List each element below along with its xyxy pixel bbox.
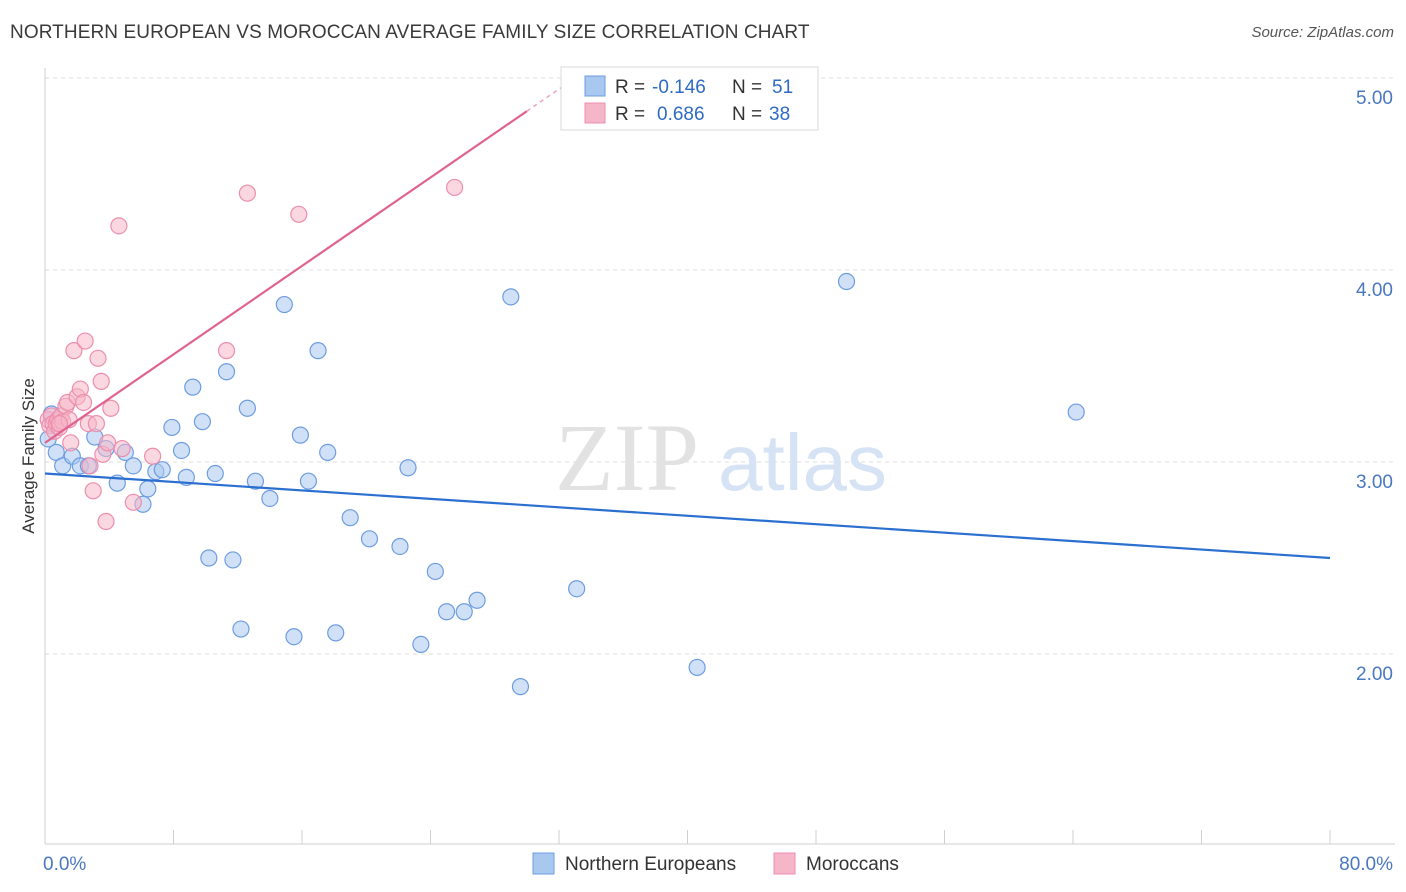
moroccan-point [102, 399, 120, 417]
northern-european-point [163, 418, 181, 437]
legend-swatch-blue [584, 75, 606, 97]
northern-european-point [412, 635, 430, 654]
northern-european-point [399, 459, 417, 477]
grid-layer [45, 77, 1395, 655]
moroccan-point [62, 434, 80, 452]
moroccan-point [217, 342, 236, 360]
northern-european-point [837, 272, 856, 291]
moroccan-point [445, 178, 464, 197]
moroccan-point [74, 393, 93, 412]
moroccan-point [113, 439, 131, 458]
northern-european-point [193, 413, 212, 431]
northern-european-trend-line [44, 472, 1331, 560]
y-tick-label: 3.00 [1356, 472, 1393, 493]
bottom-legend-swatch-blue [532, 852, 555, 875]
watermark-atlas: atlas [718, 418, 887, 507]
northern-european-point [217, 363, 236, 381]
northern-european-point [502, 288, 520, 306]
northern-european-point [688, 658, 706, 677]
moroccan-point [238, 184, 256, 202]
y-tick-label: 5.00 [1356, 88, 1393, 109]
moroccan-point [99, 434, 117, 452]
chart-source: Source: ZipAtlas.com [1251, 24, 1394, 41]
watermark: ZIP atlas [555, 404, 887, 511]
legend-swatch-pink [584, 102, 606, 124]
northern-european-point [319, 443, 337, 461]
watermark-zip: ZIP [555, 404, 699, 511]
northern-european-point [124, 457, 142, 475]
northern-european-point [299, 472, 318, 490]
axes-layer: 2.00 3.00 4.00 5.00 0.0% 80.0% [43, 68, 1395, 875]
x-tick-label-min: 0.0% [43, 854, 86, 875]
northern-european-point [568, 580, 586, 598]
northern-european-point [309, 342, 327, 360]
moroccan-point [92, 372, 110, 390]
northern-european-point [291, 426, 309, 444]
northern-european-point [511, 678, 530, 696]
y-tick-label: 2.00 [1356, 664, 1393, 685]
northern-european-point [246, 472, 265, 490]
legend-r-label-pink: R = [615, 104, 645, 125]
legend-r-value-blue: -0.146 [652, 77, 706, 98]
northern-european-point [455, 603, 473, 621]
northern-european-point [468, 591, 486, 609]
legend-n-label-pink: N = [732, 104, 762, 125]
legend-r-label-blue: R = [615, 77, 645, 98]
legend-r-value-pink: 0.686 [657, 104, 705, 125]
x-tick-label-max: 80.0% [1339, 854, 1393, 875]
northern-european-point [206, 464, 224, 483]
northern-european-point [1067, 403, 1085, 421]
chart-title: NORTHERN EUROPEAN VS MOROCCAN AVERAGE FA… [10, 22, 810, 43]
northern-european-point [275, 295, 293, 314]
northern-european-point [426, 562, 444, 581]
y-axis-title: Average Family Size [19, 378, 38, 534]
northern-european-point [437, 603, 456, 621]
legend-n-value-blue: 51 [772, 77, 793, 98]
correlation-legend: R = -0.146 N = 51 R = 0.686 N = 38 [560, 66, 819, 131]
moroccan-point [144, 447, 162, 465]
legend-n-label-blue: N = [732, 77, 762, 98]
moroccan-point [81, 457, 99, 475]
legend-n-value-pink: 38 [769, 104, 790, 125]
bottom-legend-swatch-pink [773, 852, 796, 875]
northern-european-point [360, 530, 379, 548]
moroccan-point [89, 349, 107, 367]
northern-european-point [224, 551, 242, 569]
northern-european-point [177, 468, 195, 486]
northern-european-point [139, 480, 157, 498]
northern-european-point [184, 378, 202, 396]
bottom-legend-label-pink: Moroccans [806, 854, 899, 875]
northern-european-point [153, 461, 171, 479]
northern-european-point [261, 489, 279, 508]
moroccan-point [76, 332, 94, 350]
moroccan-point [84, 482, 102, 500]
y-tick-label: 4.00 [1356, 280, 1393, 301]
series-legend: Northern Europeans Moroccans [532, 852, 899, 875]
northern-european-point [327, 624, 345, 642]
moroccan-point [65, 342, 83, 360]
moroccan-point [290, 205, 308, 223]
moroccan-point [110, 217, 128, 235]
moroccan-trend-line [44, 110, 528, 444]
moroccan-point [87, 415, 106, 433]
northern-european-point [391, 537, 409, 556]
bottom-legend-label-blue: Northern Europeans [565, 854, 736, 875]
northern-european-point [200, 549, 218, 567]
northern-european-point [172, 441, 191, 460]
northern-european-point [285, 628, 303, 646]
northern-european-point [341, 509, 359, 527]
northern-european-point [232, 620, 250, 638]
northern-european-point [238, 399, 256, 417]
moroccan-point [97, 512, 115, 531]
points-layer [39, 178, 1085, 696]
moroccan-point [124, 493, 142, 511]
